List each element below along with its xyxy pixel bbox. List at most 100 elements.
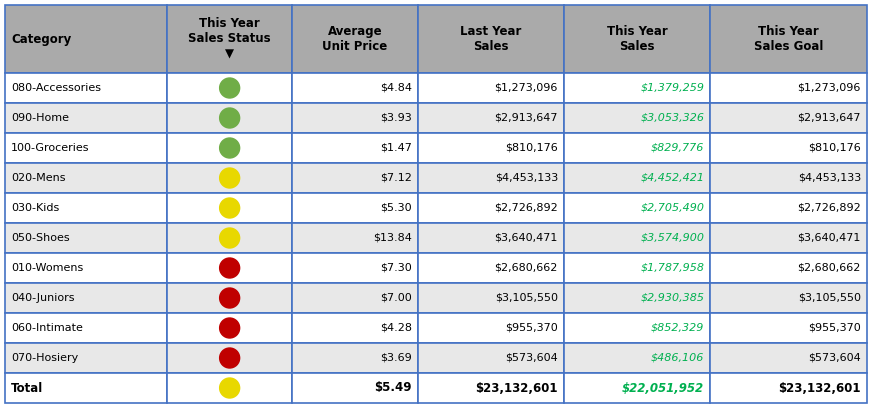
Bar [292, 163, 418, 193]
Text: Average
Unit Price: Average Unit Price [323, 25, 388, 53]
Circle shape [220, 138, 240, 158]
Text: 050-Shoes: 050-Shoes [11, 233, 70, 243]
Text: $2,726,892: $2,726,892 [494, 203, 558, 213]
Bar [167, 73, 292, 103]
Bar [292, 283, 418, 313]
Bar [418, 223, 564, 253]
Text: $7.00: $7.00 [380, 293, 412, 303]
Text: 030-Kids: 030-Kids [11, 203, 59, 213]
Text: $4.84: $4.84 [379, 83, 412, 93]
Bar [564, 163, 711, 193]
Text: $4,452,421: $4,452,421 [640, 173, 705, 183]
Bar [418, 133, 564, 163]
Bar [292, 103, 418, 133]
Bar [711, 5, 867, 73]
Text: $1,273,096: $1,273,096 [494, 83, 558, 93]
Bar [418, 313, 564, 343]
Bar [5, 133, 167, 163]
Text: $2,913,647: $2,913,647 [494, 113, 558, 123]
Bar [564, 223, 711, 253]
Bar [167, 343, 292, 373]
Bar [5, 103, 167, 133]
Text: $3,640,471: $3,640,471 [494, 233, 558, 243]
Circle shape [220, 318, 240, 338]
Bar [711, 283, 867, 313]
Bar [167, 313, 292, 343]
Bar [418, 5, 564, 73]
Text: $3.69: $3.69 [380, 353, 412, 363]
Bar [564, 133, 711, 163]
Bar [5, 313, 167, 343]
Bar [292, 133, 418, 163]
Text: $810,176: $810,176 [505, 143, 558, 153]
Bar [418, 343, 564, 373]
Bar [564, 103, 711, 133]
Text: $7.12: $7.12 [380, 173, 412, 183]
Text: $2,913,647: $2,913,647 [798, 113, 861, 123]
Text: $955,370: $955,370 [808, 323, 861, 333]
Text: $4,453,133: $4,453,133 [798, 173, 861, 183]
Bar [292, 5, 418, 73]
Bar [5, 283, 167, 313]
Text: $5.30: $5.30 [380, 203, 412, 213]
Text: $3,053,326: $3,053,326 [640, 113, 705, 123]
Bar [5, 73, 167, 103]
Bar [167, 193, 292, 223]
Bar [711, 223, 867, 253]
Text: $2,680,662: $2,680,662 [494, 263, 558, 273]
Text: 100-Groceries: 100-Groceries [11, 143, 90, 153]
Bar [292, 253, 418, 283]
Text: $3.93: $3.93 [380, 113, 412, 123]
Bar [418, 103, 564, 133]
Circle shape [220, 78, 240, 98]
Bar [418, 163, 564, 193]
Text: This Year
Sales Goal: This Year Sales Goal [754, 25, 823, 53]
Text: $2,680,662: $2,680,662 [798, 263, 861, 273]
Text: $573,604: $573,604 [505, 353, 558, 363]
Text: $3,105,550: $3,105,550 [495, 293, 558, 303]
Text: $4,453,133: $4,453,133 [494, 173, 558, 183]
Text: Last Year
Sales: Last Year Sales [460, 25, 521, 53]
Text: 090-Home: 090-Home [11, 113, 69, 123]
Circle shape [220, 198, 240, 218]
Bar [564, 343, 711, 373]
Text: $1,273,096: $1,273,096 [798, 83, 861, 93]
Text: $22,051,952: $22,051,952 [622, 381, 705, 394]
Bar [564, 373, 711, 403]
Bar [711, 253, 867, 283]
Text: $4.28: $4.28 [379, 323, 412, 333]
Text: $810,176: $810,176 [808, 143, 861, 153]
Bar [167, 253, 292, 283]
Text: $23,132,601: $23,132,601 [475, 381, 558, 394]
Text: $1,379,259: $1,379,259 [640, 83, 705, 93]
Bar [711, 163, 867, 193]
Bar [167, 223, 292, 253]
Circle shape [220, 348, 240, 368]
Text: This Year
Sales: This Year Sales [607, 25, 667, 53]
Circle shape [220, 168, 240, 188]
Circle shape [220, 288, 240, 308]
Bar [711, 103, 867, 133]
Text: $2,930,385: $2,930,385 [640, 293, 705, 303]
Text: This Year
Sales Status
▼: This Year Sales Status ▼ [188, 17, 271, 61]
Text: $829,776: $829,776 [651, 143, 705, 153]
Text: $955,370: $955,370 [505, 323, 558, 333]
Text: $23,132,601: $23,132,601 [779, 381, 861, 394]
Circle shape [220, 228, 240, 248]
Bar [292, 193, 418, 223]
Bar [292, 313, 418, 343]
Text: $852,329: $852,329 [651, 323, 705, 333]
Bar [167, 5, 292, 73]
Bar [711, 193, 867, 223]
Text: 040-Juniors: 040-Juniors [11, 293, 74, 303]
Bar [292, 73, 418, 103]
Bar [5, 163, 167, 193]
Bar [418, 253, 564, 283]
Circle shape [220, 258, 240, 278]
Circle shape [220, 378, 240, 398]
Text: 010-Womens: 010-Womens [11, 263, 83, 273]
Bar [711, 73, 867, 103]
Circle shape [220, 108, 240, 128]
Bar [711, 313, 867, 343]
Bar [418, 193, 564, 223]
